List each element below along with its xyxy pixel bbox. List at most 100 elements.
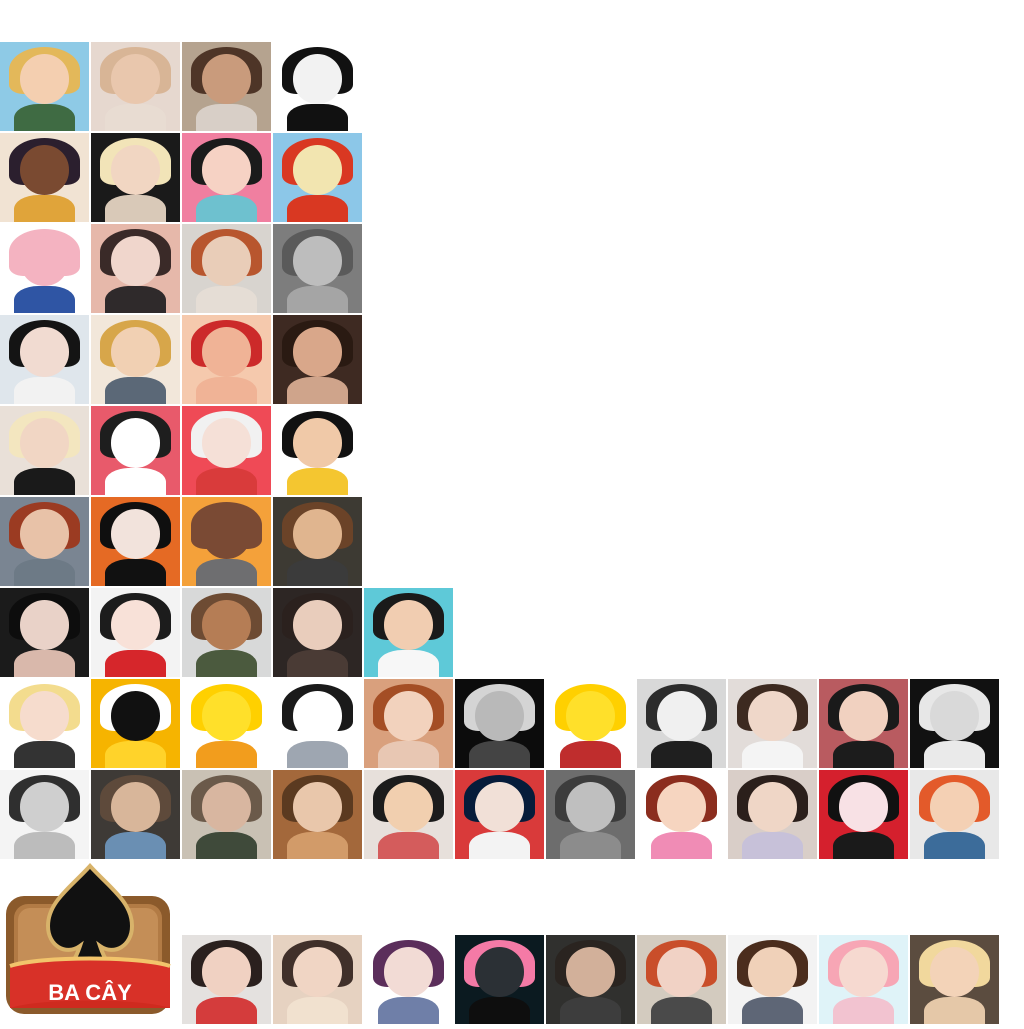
body <box>287 468 348 495</box>
avatar-tile[interactable] <box>91 679 180 768</box>
avatar-tile[interactable] <box>182 406 271 495</box>
face <box>111 600 161 650</box>
avatar-tile[interactable] <box>455 679 544 768</box>
face <box>111 54 161 104</box>
face <box>20 509 70 559</box>
avatar-tile[interactable] <box>0 497 89 586</box>
face <box>293 509 343 559</box>
face <box>202 509 252 559</box>
avatar-tile[interactable] <box>910 935 999 1024</box>
avatar-tile[interactable] <box>273 133 362 222</box>
face <box>111 782 161 832</box>
avatar-tile[interactable] <box>728 679 817 768</box>
avatar-tile[interactable] <box>91 133 180 222</box>
avatar-tile[interactable] <box>182 935 271 1024</box>
avatar-tile[interactable] <box>91 770 180 859</box>
body <box>287 832 348 859</box>
face <box>293 236 343 286</box>
avatar-tile[interactable] <box>91 315 180 404</box>
face <box>930 947 980 997</box>
face <box>20 418 70 468</box>
face <box>20 327 70 377</box>
avatar-tile[interactable] <box>546 770 635 859</box>
avatar-tile[interactable] <box>273 315 362 404</box>
avatar-tile[interactable] <box>637 935 726 1024</box>
avatar-tile[interactable] <box>364 679 453 768</box>
face <box>475 782 525 832</box>
avatar-tile[interactable] <box>273 42 362 131</box>
avatar-tile[interactable] <box>0 133 89 222</box>
avatar-tile[interactable] <box>819 679 908 768</box>
avatar-tile[interactable] <box>0 588 89 677</box>
face <box>20 236 70 286</box>
avatar-tile[interactable] <box>0 42 89 131</box>
avatar-tile[interactable] <box>819 935 908 1024</box>
face <box>384 947 434 997</box>
avatar-tile[interactable] <box>364 588 453 677</box>
body <box>378 650 439 677</box>
avatar-tile[interactable] <box>182 42 271 131</box>
body <box>196 286 257 313</box>
body <box>287 377 348 404</box>
avatar-tile[interactable] <box>182 679 271 768</box>
avatar-tile[interactable] <box>91 224 180 313</box>
avatar-tile[interactable] <box>546 679 635 768</box>
avatar-tile[interactable] <box>182 770 271 859</box>
face <box>930 691 980 741</box>
avatar-tile[interactable] <box>455 935 544 1024</box>
body <box>651 997 712 1024</box>
avatar-tile[interactable] <box>910 679 999 768</box>
avatar-tile[interactable] <box>0 770 89 859</box>
avatar-tile[interactable] <box>728 770 817 859</box>
avatar-tile[interactable] <box>273 224 362 313</box>
avatar-tile[interactable] <box>0 679 89 768</box>
avatar-tile[interactable] <box>364 935 453 1024</box>
avatar-tile[interactable] <box>91 588 180 677</box>
face <box>384 691 434 741</box>
avatar-tile[interactable] <box>546 935 635 1024</box>
avatar-tile[interactable] <box>182 133 271 222</box>
avatar-tile[interactable] <box>364 770 453 859</box>
body <box>287 741 348 768</box>
ba-cay-logo[interactable]: BA CÂY <box>0 860 180 1024</box>
avatar-tile[interactable] <box>91 497 180 586</box>
face <box>475 947 525 997</box>
body <box>924 832 985 859</box>
face <box>293 947 343 997</box>
body <box>924 741 985 768</box>
avatar-tile[interactable] <box>182 315 271 404</box>
face <box>293 691 343 741</box>
avatar-tile[interactable] <box>273 770 362 859</box>
avatar-tile[interactable] <box>637 770 726 859</box>
avatar-tile[interactable] <box>273 406 362 495</box>
avatar-tile[interactable] <box>455 770 544 859</box>
avatar-tile[interactable] <box>0 224 89 313</box>
avatar-tile[interactable] <box>182 224 271 313</box>
avatar-tile[interactable] <box>637 679 726 768</box>
body <box>105 195 166 222</box>
body <box>560 832 621 859</box>
body <box>651 832 712 859</box>
logo-text: BA CÂY <box>48 980 132 1005</box>
avatar-tile[interactable] <box>91 406 180 495</box>
avatar-tile[interactable] <box>91 42 180 131</box>
avatar-tile[interactable] <box>910 770 999 859</box>
face <box>839 782 889 832</box>
avatar-tile[interactable] <box>273 588 362 677</box>
avatar-tile[interactable] <box>273 497 362 586</box>
body <box>833 832 894 859</box>
avatar-tile[interactable] <box>0 315 89 404</box>
body <box>287 650 348 677</box>
avatar-tile[interactable] <box>273 679 362 768</box>
avatar-tile[interactable] <box>0 406 89 495</box>
avatar-tile[interactable] <box>182 497 271 586</box>
avatar-tile[interactable] <box>819 770 908 859</box>
body <box>378 832 439 859</box>
body <box>196 559 257 586</box>
body <box>287 195 348 222</box>
avatar-tile[interactable] <box>728 935 817 1024</box>
body <box>14 104 75 131</box>
body <box>105 741 166 768</box>
avatar-tile[interactable] <box>273 935 362 1024</box>
avatar-tile[interactable] <box>182 588 271 677</box>
